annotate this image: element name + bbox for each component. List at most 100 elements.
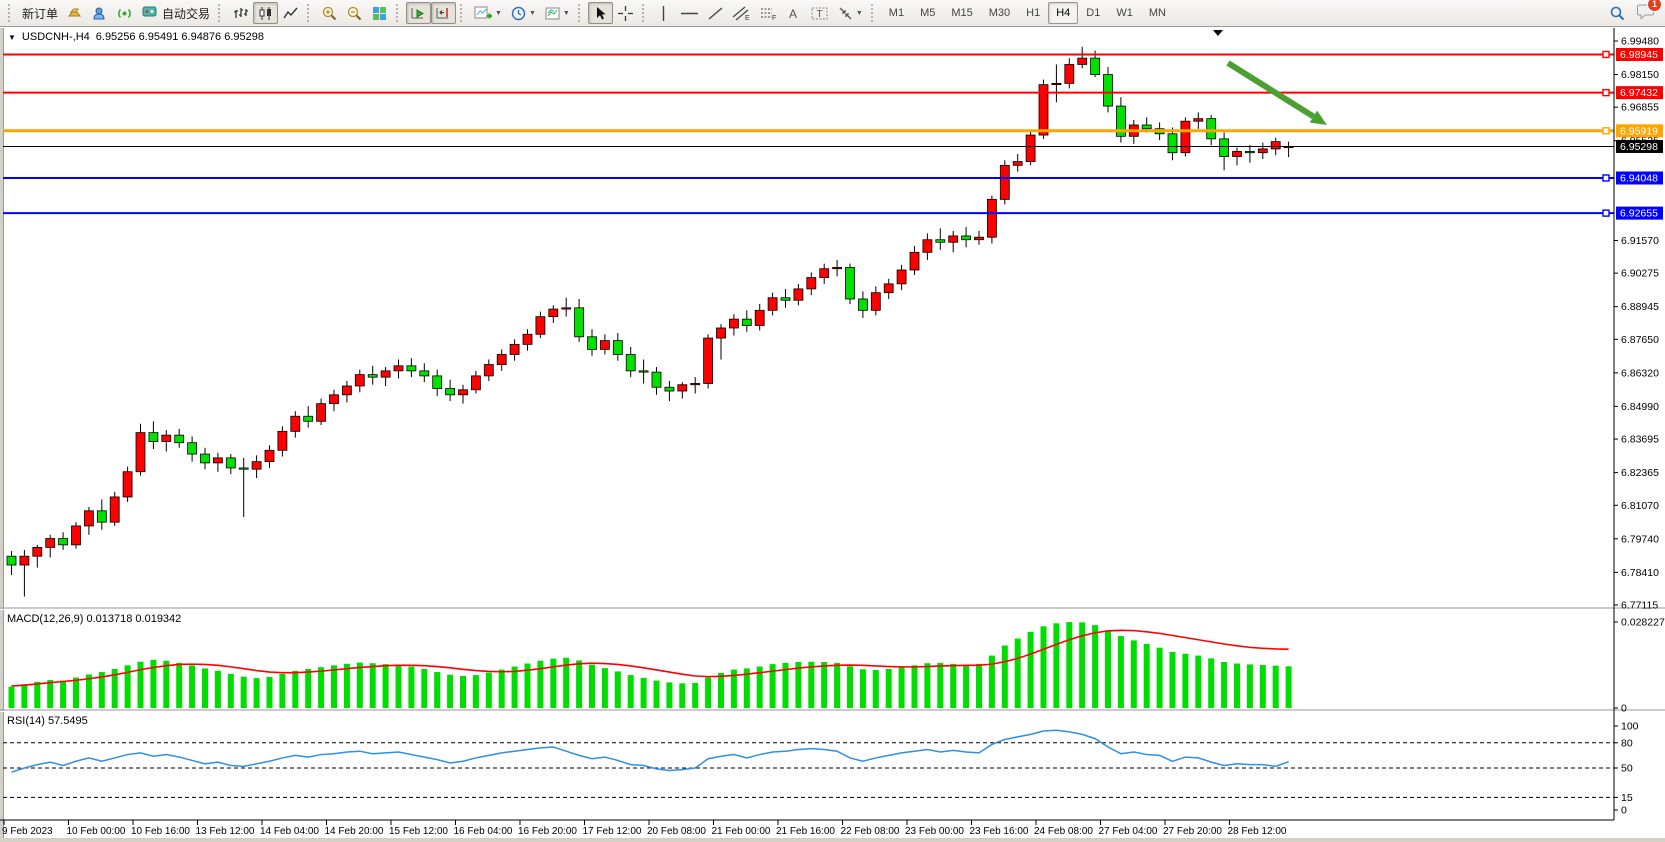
deposit-icon[interactable] xyxy=(62,2,87,24)
horizontal-line-6.97432[interactable] xyxy=(3,88,1614,97)
candle-body xyxy=(45,538,56,548)
chart-shift-icon[interactable] xyxy=(431,2,457,24)
macd-bar xyxy=(434,672,441,708)
equidistant-channel-icon[interactable]: E xyxy=(728,2,755,24)
timeframe-M30[interactable]: M30 xyxy=(988,7,1011,19)
price-label-text: 6.92655 xyxy=(1620,208,1658,220)
line-handle[interactable] xyxy=(1602,50,1610,59)
time-axis[interactable]: 9 Feb 2023 10 Feb 00:00 10 Feb 16:00 13 Feb… xyxy=(2,820,1287,837)
vertical-line-icon[interactable] xyxy=(652,2,676,24)
templates-icon[interactable]: ▼ xyxy=(540,2,574,24)
price-axis[interactable]: 6.994806.981506.968556.955256.915706.902… xyxy=(1614,36,1659,612)
candle-body xyxy=(587,336,597,350)
timeframe-MN[interactable]: MN xyxy=(1148,7,1166,19)
community-icon[interactable] xyxy=(87,2,112,24)
chart-window[interactable]: 6.994806.981506.968556.955256.915706.902… xyxy=(0,28,1665,842)
macd-bar xyxy=(653,680,660,708)
zoom-group xyxy=(317,0,392,26)
candle-body xyxy=(806,277,817,290)
candlestick-chart-icon[interactable] xyxy=(253,2,279,24)
macd-bar xyxy=(240,676,247,708)
macd-bar xyxy=(305,669,312,708)
horizontal-line-6.95919[interactable] xyxy=(3,127,1614,135)
macd-bar xyxy=(1259,665,1266,708)
notification-badge: 1 xyxy=(1647,0,1662,12)
price-label-text: 6.95919 xyxy=(1620,125,1658,137)
line-handle[interactable] xyxy=(1602,88,1610,97)
bar-chart-icon[interactable] xyxy=(228,2,253,24)
toolbar-gripper xyxy=(577,4,584,22)
timeframe-M1[interactable]: M1 xyxy=(888,7,905,19)
candle-body xyxy=(71,525,81,546)
horizontal-line-6.94048[interactable] xyxy=(3,174,1614,182)
auto-scroll-icon[interactable] xyxy=(406,2,432,24)
zoom-in-icon[interactable] xyxy=(317,2,342,24)
line-handle[interactable] xyxy=(1602,209,1610,217)
periods-icon[interactable]: ▼ xyxy=(506,2,540,24)
arrow-shaft xyxy=(1226,60,1316,120)
macd-bar xyxy=(911,665,918,708)
macd-bar xyxy=(834,662,841,708)
time-tick-label: 28 Feb 12:00 xyxy=(1228,826,1287,837)
chevron-down-icon: ▼ xyxy=(495,9,502,17)
text-icon[interactable]: A xyxy=(782,2,806,24)
horizontal-line-icon[interactable] xyxy=(676,2,703,24)
search-icon[interactable] xyxy=(1605,2,1630,24)
candle-body xyxy=(264,449,275,463)
candle-body xyxy=(470,375,481,391)
rsi-tick-label: 15 xyxy=(1621,792,1633,804)
macd-bar xyxy=(485,672,492,708)
line-handle[interactable] xyxy=(1602,127,1610,135)
line-handle[interactable] xyxy=(1602,174,1610,182)
timeframe-D1[interactable]: D1 xyxy=(1086,7,1101,19)
timeframe-W1[interactable]: W1 xyxy=(1116,7,1133,19)
candle-body xyxy=(419,370,430,377)
macd-bar xyxy=(1130,640,1137,708)
candle-body xyxy=(1051,82,1062,86)
one-click-expand-icon[interactable]: ▼ xyxy=(8,32,16,42)
candle-body xyxy=(458,389,468,396)
macd-bar xyxy=(292,670,299,708)
candlestick-series xyxy=(6,46,1294,597)
candle-body xyxy=(999,164,1010,200)
chart-canvas[interactable]: 6.994806.981506.968556.955256.915706.902… xyxy=(0,28,1665,842)
crosshair-icon[interactable] xyxy=(613,2,638,24)
indicators-icon[interactable]: ▼ xyxy=(470,2,506,24)
trendline-icon[interactable] xyxy=(703,2,728,24)
arrow-head xyxy=(1309,110,1327,125)
drawing-group: E F A T ▼ xyxy=(652,0,867,26)
macd-bar xyxy=(1105,630,1111,708)
candle-body xyxy=(303,415,314,422)
rsi-tick-label: 0 xyxy=(1621,805,1627,817)
timeframe-M5[interactable]: M5 xyxy=(920,7,936,19)
macd-bar xyxy=(1040,626,1047,708)
price-shift-marker[interactable] xyxy=(1213,30,1223,36)
timeframe-H1[interactable]: H1 xyxy=(1026,7,1041,19)
macd-bar xyxy=(589,664,595,708)
cursor-icon[interactable] xyxy=(587,2,613,24)
horizontal-line-6.98945[interactable] xyxy=(3,50,1614,59)
arrows-icon[interactable]: ▼ xyxy=(833,2,867,24)
trend-arrow-annotation[interactable] xyxy=(1226,60,1327,125)
timeframe-M15[interactable]: M15 xyxy=(951,7,973,19)
fibonacci-icon[interactable]: F xyxy=(755,2,782,24)
macd-bar xyxy=(782,662,789,708)
zoom-out-icon[interactable] xyxy=(342,2,367,24)
candle-body xyxy=(341,385,352,396)
auto-trading-button[interactable]: 自动交易 xyxy=(137,2,214,24)
tile-windows-icon[interactable] xyxy=(367,2,392,24)
time-tick-label: 27 Feb 04:00 xyxy=(1099,826,1158,837)
toolbar-gripper xyxy=(218,4,224,22)
timeframe-H4[interactable]: H4 xyxy=(1048,2,1079,24)
text-label-icon[interactable]: T xyxy=(806,2,833,24)
macd-bar xyxy=(408,666,415,708)
signals-icon[interactable] xyxy=(112,2,137,24)
line-chart-icon[interactable] xyxy=(278,2,303,24)
candle-body xyxy=(393,365,404,372)
candle-body xyxy=(664,386,675,392)
new-order-button[interactable]: 新订单 xyxy=(22,6,59,21)
chat-button[interactable]: 1 xyxy=(1636,0,1662,25)
horizontal-line-6.92655[interactable] xyxy=(3,209,1614,217)
macd-bar xyxy=(1092,625,1099,708)
macd-bar xyxy=(563,657,570,708)
